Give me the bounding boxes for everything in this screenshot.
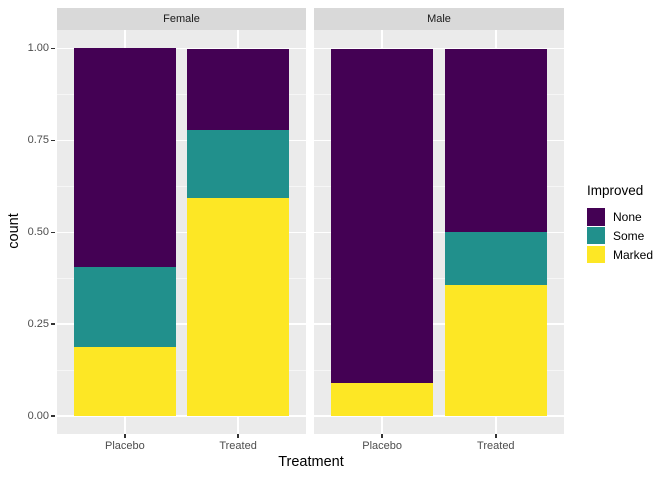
legend-label-none: None xyxy=(613,210,642,224)
x-tick xyxy=(495,434,497,438)
gridline-major xyxy=(57,231,306,233)
facet-strip-female: Female xyxy=(57,8,306,30)
bar-segment-male-placebo-none xyxy=(331,48,434,383)
bar-segment-female-placebo-marked xyxy=(73,347,176,416)
bar-segment-male-treated-some xyxy=(444,232,547,285)
legend-key-some xyxy=(587,226,605,245)
gridline-major xyxy=(314,323,564,325)
bar-segment-female-placebo-none xyxy=(73,48,176,267)
y-tick xyxy=(51,47,55,50)
bar-segment-male-treated-none xyxy=(444,48,547,233)
y-tick-label-0.50: 0.50 xyxy=(27,225,49,238)
facet-strip-male: Male xyxy=(314,8,564,30)
y-tick xyxy=(51,139,55,142)
bar-segment-female-placebo-some xyxy=(73,266,176,348)
bar-segment-male-placebo-marked xyxy=(331,382,434,416)
legend-label-marked: Marked xyxy=(613,247,654,262)
gridline-major xyxy=(57,47,306,50)
facet-panel-male xyxy=(314,30,564,434)
y-tick xyxy=(51,231,55,233)
bar-segment-female-treated-none xyxy=(187,48,290,131)
gridline-major xyxy=(314,231,564,233)
x-tick-label-treated: Treated xyxy=(477,440,515,452)
legend-key-none xyxy=(587,208,605,226)
y-tick-label-0.75: 0.75 xyxy=(27,133,49,146)
gridline-minor xyxy=(314,93,564,95)
gridline-minor xyxy=(57,93,306,95)
x-tick xyxy=(124,434,126,438)
y-tick-label-1.00: 1.00 xyxy=(27,42,49,54)
bar-segment-male-treated-marked xyxy=(444,284,547,416)
y-tick-label-0.25: 0.25 xyxy=(27,317,49,330)
x-axis-title: Treatment xyxy=(278,454,344,470)
legend-title: Improved xyxy=(587,183,644,198)
y-tick xyxy=(51,323,55,325)
x-tick xyxy=(237,434,239,438)
x-tick-label-placebo: Placebo xyxy=(105,440,145,452)
gridline-minor xyxy=(314,369,564,371)
facet-panel-female xyxy=(57,30,306,434)
gridline-minor xyxy=(57,277,306,279)
gridline-major xyxy=(314,415,564,417)
bar-segment-female-treated-marked xyxy=(187,198,290,416)
y-tick-label-0.00: 0.00 xyxy=(27,409,49,422)
legend-label-some: Some xyxy=(613,228,645,243)
gridline-minor xyxy=(314,277,564,279)
x-tick-label-placebo: Placebo xyxy=(362,440,403,452)
gridline-major xyxy=(57,323,306,325)
gridline-major xyxy=(57,139,306,142)
x-tick-label-treated: Treated xyxy=(219,440,257,452)
gridline-major xyxy=(314,139,564,142)
bar-segment-female-treated-some xyxy=(187,130,290,199)
legend-key-marked xyxy=(587,245,605,264)
gridline-major xyxy=(314,47,564,50)
gridline-minor xyxy=(57,369,306,371)
gridline-minor xyxy=(57,185,306,187)
y-tick xyxy=(51,415,55,417)
x-tick xyxy=(381,434,383,438)
gridline-major xyxy=(57,415,306,417)
gridline-minor xyxy=(314,185,564,187)
